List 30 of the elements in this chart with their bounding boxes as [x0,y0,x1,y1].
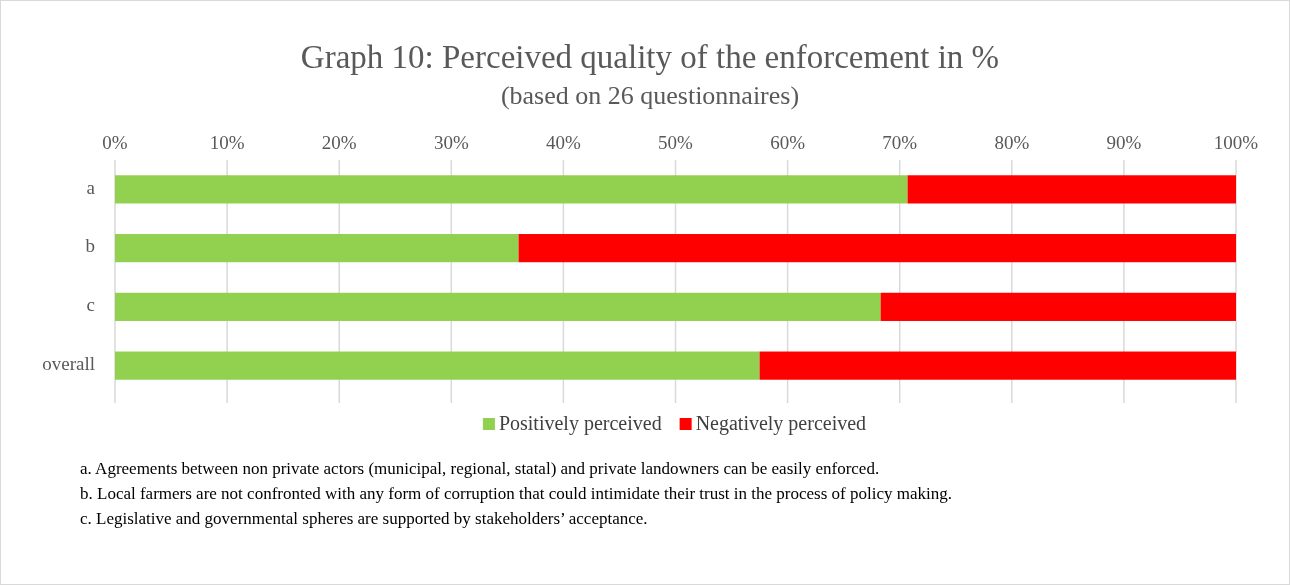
x-tick-label: 80% [994,132,1030,153]
bar [518,234,1236,263]
bar [115,234,519,263]
bar [115,351,760,380]
text: b. Local farmers are not confronted with any form of corruption that could intimidate their trust in the process of policy making. [80,484,952,503]
bar [115,175,908,204]
y-tick-label: b [85,235,95,257]
bar [907,175,1236,204]
x-tick-label: 90% [1106,132,1142,153]
y-tick-label: c [86,294,95,316]
bar [880,292,1236,321]
x-tick-label: 20% [321,132,357,153]
bar [115,292,881,321]
legend-label: Positively perceived [498,411,662,435]
bar [759,351,1236,380]
x-tick-label: 50% [658,132,694,153]
x-tick-label: 10% [209,132,245,153]
x-tick-label: 0% [102,132,128,153]
text: c. Legislative and governmental spheres are supported by stakeholders’ acceptance. [80,509,648,528]
x-tick-label: 30% [433,132,469,153]
legend-label: Negatively perceived [695,411,867,435]
x-tick-label: 40% [545,132,581,153]
y-tick-label: overall [42,352,95,374]
chart-title: Graph 10: Perceived quality of the enforcement in % [300,39,1000,75]
text: a. Agreements between non private actors (municipal, regional, statal) and private landowners can be easily enforced. [80,459,880,478]
x-tick-label: 100% [1213,132,1259,153]
x-tick-label: 60% [770,132,806,153]
chart-subtitle: (based on 26 questionnaires) [500,81,800,110]
x-tick-label: 70% [882,132,918,153]
y-tick-label: a [86,176,96,198]
